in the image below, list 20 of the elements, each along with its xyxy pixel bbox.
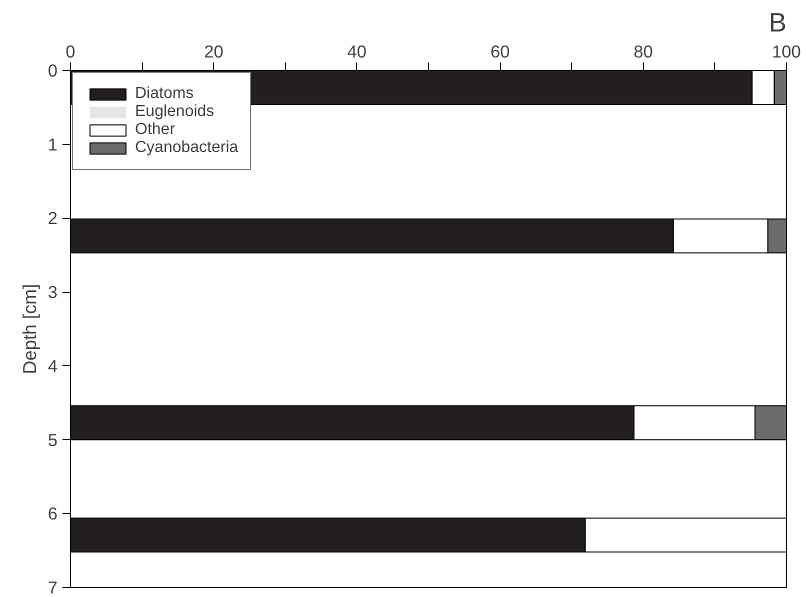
y-tick-label: 7 — [48, 578, 58, 597]
legend-label: Diatoms — [135, 85, 194, 103]
y-tick-label: 5 — [48, 430, 58, 450]
y-tick-label: 3 — [48, 282, 58, 302]
x-tick-label: 0 — [66, 42, 76, 62]
x-tick-label: 100 — [772, 42, 801, 62]
x-tick-label: 60 — [490, 42, 510, 62]
legend-label: Other — [135, 121, 176, 139]
legend-label: Cyanobacteria — [135, 139, 238, 157]
y-axis-title: Depth [cm] — [18, 284, 40, 374]
x-tick-label: 40 — [347, 42, 367, 62]
y-tick-label: 6 — [48, 504, 58, 524]
x-tick-label: 80 — [634, 42, 653, 62]
x-tick-label: 20 — [204, 42, 224, 62]
legend-label: Euglenoids — [135, 103, 214, 121]
y-tick-label: 4 — [48, 356, 58, 376]
y-tick-label: 1 — [48, 134, 58, 154]
y-tick-label: 2 — [48, 208, 58, 228]
chart-title: B — [768, 8, 786, 38]
y-tick-label: 0 — [48, 60, 58, 80]
